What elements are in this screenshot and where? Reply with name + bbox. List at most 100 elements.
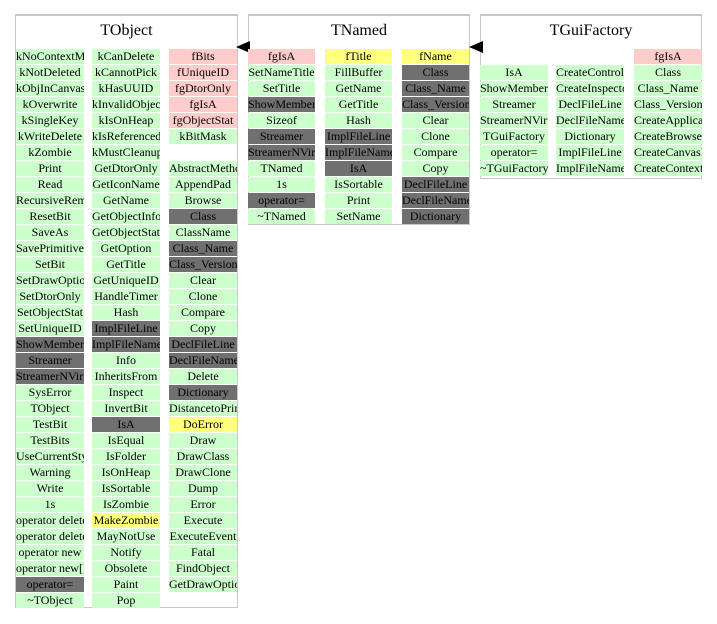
member-column: fgIsA Class Class_Name Class_Version CreateA…: [634, 49, 702, 177]
member-cell: IsA: [92, 417, 160, 432]
member-cell: operator=: [480, 145, 548, 160]
member-cell: DeclFileName: [556, 113, 624, 128]
member-cell: kNoContextMenu: [16, 49, 84, 64]
member-cell: Pop: [92, 593, 160, 608]
inheritance-arrow-icon: [236, 41, 250, 53]
member-cell: IsFolder: [92, 449, 160, 464]
member-cell: IsSortable: [92, 481, 160, 496]
member-cell: Info: [92, 353, 160, 368]
member-cell: Fatal: [169, 545, 237, 560]
member-cell: 1s: [248, 177, 315, 192]
member-cell: [556, 49, 624, 64]
member-cell: operator new[]: [16, 561, 84, 576]
member-cell: operator delete: [16, 513, 84, 528]
member-cell: GetOption: [92, 241, 160, 256]
member-cell: operator=: [16, 577, 84, 592]
class-title: TNamed: [331, 22, 387, 39]
member-cell: Hash: [325, 113, 392, 128]
member-column: kNoContextMenukNotDeletedkObjInCanvaskOv…: [16, 49, 84, 609]
member-cell: CreateBrowserImp: [634, 129, 702, 144]
member-cell: Obsolete: [92, 561, 160, 576]
member-cell: fgObjectStat: [169, 113, 237, 128]
member-cell: [480, 49, 548, 64]
member-cell: DeclFileLine: [556, 97, 624, 112]
member-cell: Class_Name: [634, 81, 702, 96]
member-cell: InvertBit: [92, 401, 160, 416]
member-cell: DeclFileName: [402, 193, 469, 208]
member-cell: IsEqual: [92, 433, 160, 448]
member-cell: kIsReferenced: [92, 129, 160, 144]
member-cell: GetUniqueID: [92, 273, 160, 288]
member-cell: InheritsFrom: [92, 369, 160, 384]
member-cell: Clear: [402, 113, 469, 128]
member-cell: Class: [634, 65, 702, 80]
member-cell: CreateControlBarImp: [556, 65, 624, 80]
inheritance-arrow-icon: [469, 41, 483, 53]
member-cell: GetIconName: [92, 177, 160, 192]
member-column: kCanDelete kCannotPick kHasUUID kInvalidObj…: [92, 49, 160, 609]
member-cell: SetName: [325, 209, 392, 224]
member-cell: RecursiveRemove: [16, 193, 84, 208]
member-cell: Class_Name: [402, 81, 469, 96]
member-cell: DoError: [169, 417, 237, 432]
member-cell: kWriteDelete: [16, 129, 84, 144]
member-cell: SysError: [16, 385, 84, 400]
member-cell: DistancetoPrimitive: [169, 401, 237, 416]
member-cell: Class: [169, 209, 237, 224]
member-cell: Compare: [169, 305, 237, 320]
member-column: CreateControlBarImpCreateInspectorImpDec…: [556, 49, 624, 177]
member-cell: fBits: [169, 49, 237, 64]
member-cell: Copy: [169, 321, 237, 336]
member-cell: Clone: [402, 129, 469, 144]
member-cell: Notify: [92, 545, 160, 560]
member-cell: fName: [402, 49, 469, 64]
member-cell: MakeZombie: [92, 513, 160, 528]
member-cell: [169, 145, 237, 160]
member-cell: DeclFileLine: [169, 337, 237, 352]
member-cell: operator=: [248, 193, 315, 208]
member-cell: TGuiFactory: [480, 129, 548, 144]
member-cell: StreamerNVirtual: [16, 369, 84, 384]
member-cell: ClassName: [169, 225, 237, 240]
member-cell: kNotDeleted: [16, 65, 84, 80]
member-cell: Dictionary: [169, 385, 237, 400]
member-cell: kCanDelete: [92, 49, 160, 64]
member-column: fBits fUniqueID fgDtorOnly fgIsA fgObjectSta…: [169, 49, 237, 593]
member-cell: SetBit: [16, 257, 84, 272]
member-cell: DeclFileLine: [402, 177, 469, 192]
member-cell: operator delete[]: [16, 529, 84, 544]
class-title: TGuiFactory: [549, 22, 633, 39]
member-column: fgIsA SetNameTitle SetTitle ShowMembers Size…: [248, 49, 315, 225]
member-cell: Hash: [92, 305, 160, 320]
member-cell: CreateInspectorImp: [556, 81, 624, 96]
member-cell: DeclFileName: [169, 353, 237, 368]
member-cell: DrawClone: [169, 465, 237, 480]
member-cell: GetName: [325, 81, 392, 96]
member-cell: TNamed: [248, 161, 315, 176]
member-cell: Clear: [169, 273, 237, 288]
member-cell: Write: [16, 481, 84, 496]
member-cell: CreateCanvasImp: [634, 145, 702, 160]
member-cell: GetObjectInfo: [92, 209, 160, 224]
member-cell: IsA: [480, 65, 548, 80]
member-cell: DrawClass: [169, 449, 237, 464]
member-cell: ImplFileName: [92, 337, 160, 352]
member-cell: SavePrimitive: [16, 241, 84, 256]
member-cell: Dictionary: [556, 129, 624, 144]
member-cell: GetTitle: [325, 97, 392, 112]
member-cell: FillBuffer: [325, 65, 392, 80]
member-cell: kSingleKey: [16, 113, 84, 128]
member-cell: Browse: [169, 193, 237, 208]
member-cell: ~TGuiFactory: [480, 161, 548, 176]
member-cell: IsOnHeap: [92, 465, 160, 480]
member-cell: SetDtorOnly: [16, 289, 84, 304]
member-cell: Streamer: [248, 129, 315, 144]
member-cell: HandleTimer: [92, 289, 160, 304]
member-cell: Sizeof: [248, 113, 315, 128]
member-cell: GetObjectStat: [92, 225, 160, 240]
member-cell: Execute: [169, 513, 237, 528]
member-cell: SetTitle: [248, 81, 315, 96]
member-cell: ResetBit: [16, 209, 84, 224]
member-cell: kCannotPick: [92, 65, 160, 80]
member-column: IsAShowMembersStreamerStreamerNVirtualTG…: [480, 49, 548, 177]
